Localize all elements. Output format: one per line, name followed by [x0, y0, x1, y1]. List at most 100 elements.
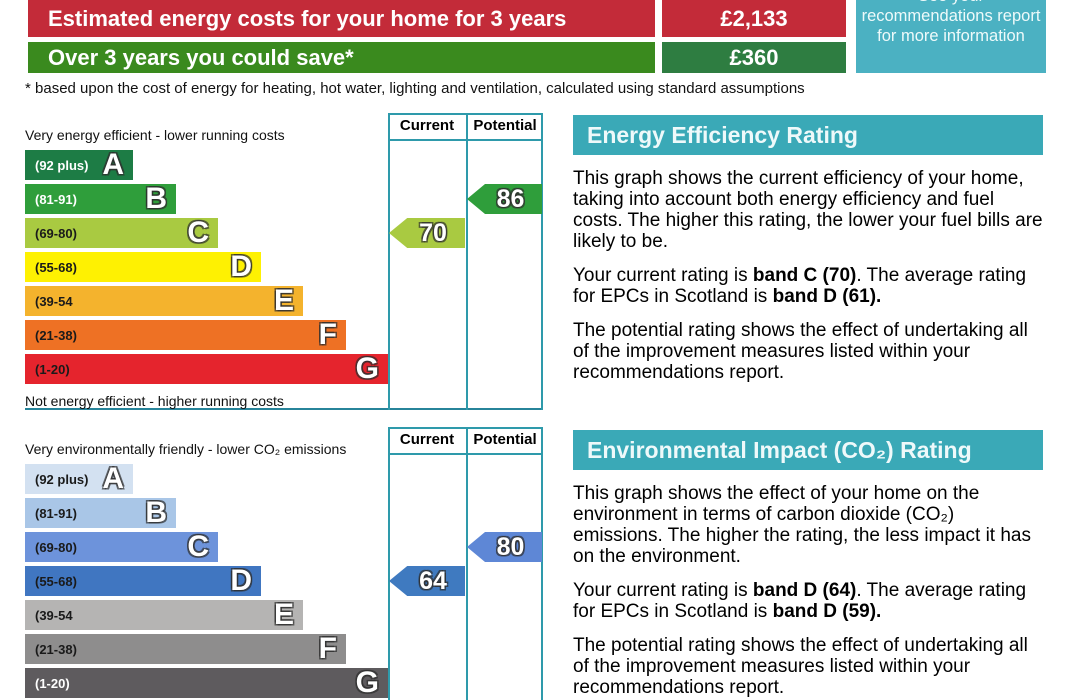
table-border [388, 139, 543, 141]
table-border [541, 113, 543, 410]
table-border [388, 113, 543, 115]
band-row-c: (69-80) C [25, 218, 388, 252]
rating-text: . The average rating for EPCs in Scotlan… [573, 580, 1027, 622]
table-border [466, 113, 468, 410]
potential-column-header: Potential [473, 431, 537, 448]
rating-text: . The average rating for EPCs in Scotlan… [573, 265, 1027, 307]
band-row-a: (92 plus) A [25, 150, 388, 184]
band-row-a: (92 plus) A [25, 464, 388, 498]
band-letter: C [187, 216, 209, 249]
energy-bands: (92 plus) A (81-91) B (69-80) C (55-68) [25, 150, 388, 388]
band-letter: G [355, 352, 379, 385]
table-border [388, 427, 390, 700]
chart-top-label: Very environmentally friendly - lower CO… [25, 441, 347, 457]
environmental-impact-chart: Current Potential Very environmentally f… [25, 427, 543, 700]
section-intro: This graph shows the effect of your home… [573, 483, 1031, 567]
assumptions-footnote: * based upon the cost of energy for heat… [25, 80, 805, 97]
chart-top-label: Very energy efficient - lower running co… [25, 127, 285, 143]
band-range-label: (69-80) [35, 225, 77, 241]
potential-rating-value: 80 [496, 532, 525, 561]
potential-rating-arrow: 86 [467, 184, 542, 214]
recommendations-info-box: See your recommendations report for more… [856, 0, 1046, 73]
table-border [388, 427, 543, 429]
band-letter: E [273, 284, 294, 317]
band-range-label: (21-38) [35, 327, 77, 343]
average-band-text: band D (59). [772, 601, 882, 622]
band-row-b: (81-91) B [25, 498, 388, 532]
rating-text: Your current rating is [573, 265, 753, 286]
band-range-label: (69-80) [35, 539, 77, 555]
section-potential: The potential rating shows the effect of… [573, 320, 1028, 383]
band-letter: E [273, 598, 294, 631]
current-band-text: band D (64) [752, 580, 857, 601]
table-border [466, 427, 468, 700]
section-rating: Your current rating is band C (70). The … [573, 265, 1043, 307]
section-title: Energy Efficiency Rating [573, 115, 1043, 155]
energy-efficiency-chart: Current Potential Very energy efficient … [25, 113, 543, 410]
band-letter: D [230, 564, 252, 597]
band-row-g: (1-20) G [25, 668, 388, 700]
band-row-f: (21-38) F [25, 320, 388, 354]
current-rating-value: 64 [419, 566, 447, 595]
energy-efficiency-section: Energy Efficiency Rating This graph show… [573, 115, 1043, 383]
band-letter: F [318, 632, 337, 665]
recommendations-info-text: See your recommendations report for more… [861, 0, 1041, 45]
energy-costs-value: £2,133 [720, 5, 788, 31]
table-border [25, 408, 543, 410]
section-potential: The potential rating shows the effect of… [573, 635, 1028, 698]
band-letter: A [102, 148, 124, 181]
band-row-d: (55-68) D [25, 566, 388, 600]
band-letter: C [187, 530, 209, 563]
energy-costs-value-cell: £2,133 [662, 0, 846, 37]
band-range-label: (39-54 [35, 607, 73, 623]
band-letter: D [230, 250, 252, 283]
environmental-bands: (92 plus) A (81-91) B (69-80) C (55-68) [25, 464, 388, 700]
savings-label: Over 3 years you could save* [48, 44, 354, 70]
potential-rating-value: 86 [496, 184, 525, 213]
average-band-text: band D (61). [772, 286, 882, 307]
band-letter: B [145, 182, 167, 215]
band-row-g: (1-20) G [25, 354, 388, 388]
band-range-label: (81-91) [35, 191, 77, 207]
band-range-label: (81-91) [35, 505, 77, 521]
current-column-header: Current [399, 117, 455, 134]
potential-rating-arrow: 80 [467, 532, 542, 562]
savings-value-cell: £360 [662, 42, 846, 73]
energy-costs-label: Estimated energy costs for your home for… [48, 5, 567, 31]
band-row-e: (39-54 E [25, 286, 388, 320]
chart-bottom-label: Not energy efficient - higher running co… [25, 393, 284, 409]
band-letter: F [318, 318, 337, 351]
current-rating-arrow: 64 [389, 566, 465, 596]
band-range-label: (1-20) [35, 361, 70, 377]
table-border [541, 427, 543, 700]
band-range-label: (92 plus) [35, 157, 89, 173]
band-row-d: (55-68) D [25, 252, 388, 286]
current-column-header: Current [399, 431, 455, 448]
savings-label-cell: Over 3 years you could save* [28, 42, 655, 73]
band-range-label: (55-68) [35, 573, 77, 589]
band-range-label: (39-54 [35, 293, 73, 309]
band-letter: A [102, 462, 124, 495]
band-range-label: (21-38) [35, 641, 77, 657]
section-title: Environmental Impact (CO₂) Rating [573, 430, 1043, 470]
section-title-text: Environmental Impact (CO₂) Rating [587, 437, 972, 463]
band-range-label: (55-68) [35, 259, 77, 275]
table-border [388, 113, 390, 410]
band-row-f: (21-38) F [25, 634, 388, 668]
band-row-c: (69-80) C [25, 532, 388, 566]
current-band-text: band C (70) [752, 265, 857, 286]
current-rating-arrow: 70 [389, 218, 465, 248]
band-range-label: (92 plus) [35, 471, 89, 487]
potential-column-header: Potential [473, 117, 537, 134]
environmental-impact-section: Environmental Impact (CO₂) Rating This g… [573, 430, 1043, 698]
section-intro: This graph shows the current efficiency … [573, 168, 1043, 252]
band-letter: G [355, 666, 379, 699]
band-range-label: (1-20) [35, 675, 70, 691]
section-title-text: Energy Efficiency Rating [587, 122, 858, 148]
band-row-e: (39-54 E [25, 600, 388, 634]
savings-value: £360 [729, 44, 779, 70]
table-border [388, 453, 543, 455]
band-letter: B [145, 496, 167, 529]
band-row-b: (81-91) B [25, 184, 388, 218]
